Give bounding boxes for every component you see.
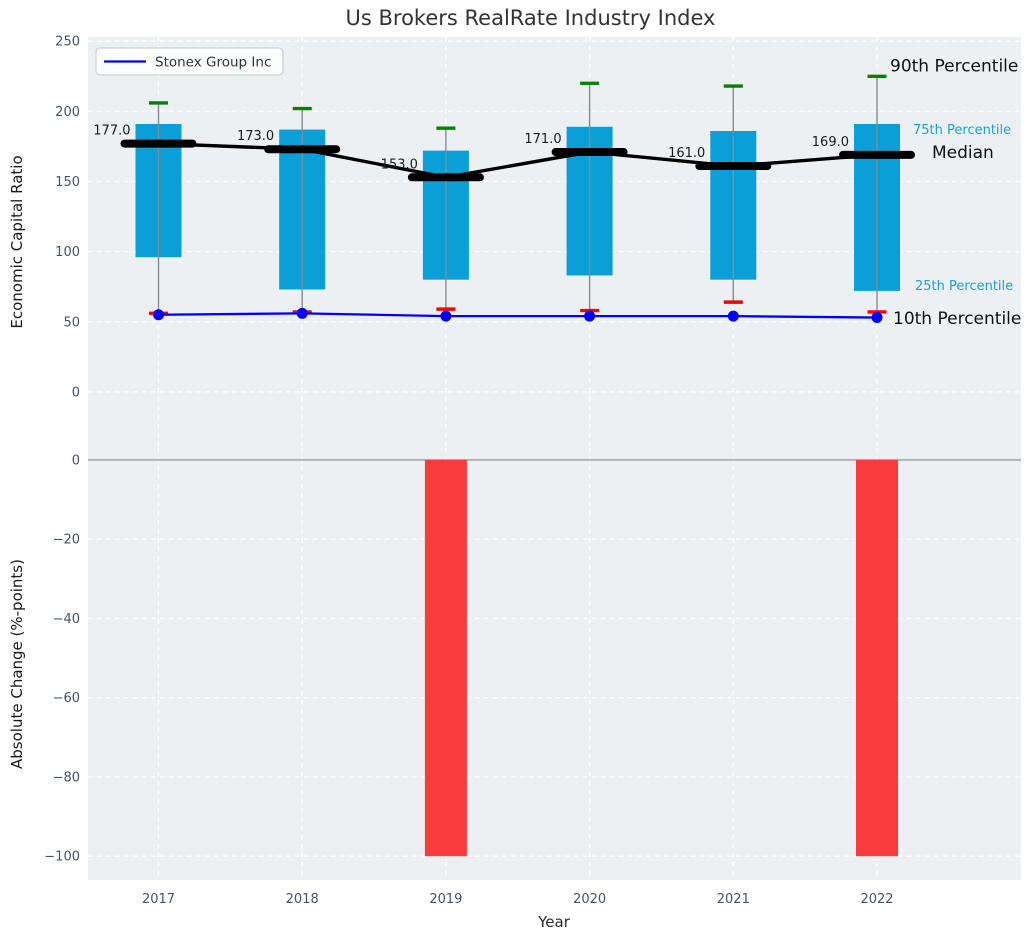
percentile-annotation-median: Median [932, 143, 994, 163]
bottom-ytick-label: −100 [44, 850, 80, 865]
year-tick-label: 2019 [429, 892, 462, 907]
x-axis-label: Year [537, 913, 571, 931]
change-bar-2022 [856, 459, 898, 857]
median-value-label: 173.0 [237, 129, 274, 144]
percentile-annotation-75th-percentile: 75th Percentile [913, 123, 1011, 138]
bottom-ytick-label: 0 [72, 453, 80, 468]
company-marker-2022 [871, 312, 883, 324]
company-marker-2018 [296, 307, 308, 319]
bottom-ytick-label: −80 [53, 770, 80, 785]
percentile-annotation-90th-percentile: 90th Percentile [890, 56, 1018, 76]
year-tick-label: 2017 [142, 892, 175, 907]
bottom-ytick-label: −60 [53, 691, 80, 706]
top-ytick-label: 50 [63, 315, 80, 330]
change-bar-2019 [424, 459, 467, 857]
percentile-annotation-25th-percentile: 25th Percentile [915, 279, 1013, 294]
legend: Stonex Group Inc [95, 47, 284, 76]
year-tick-label: 2022 [860, 892, 893, 907]
top-ytick-label: 0 [72, 385, 80, 400]
top-ytick-label: 100 [55, 245, 80, 260]
median-value-label: 153.0 [381, 157, 418, 172]
top-ytick-label: 150 [55, 175, 80, 190]
company-marker-2017 [153, 309, 164, 321]
median-value-label: 177.0 [93, 124, 130, 139]
company-line [158, 312, 878, 319]
legend-box [95, 47, 284, 76]
year-tick-label: 2021 [717, 892, 750, 907]
median-value-label: 171.0 [524, 132, 561, 147]
median-value-label: 161.0 [668, 146, 705, 161]
chart-title: Us Brokers RealRate Industry Index [345, 6, 716, 30]
top-ytick-label: 200 [55, 105, 80, 120]
top-y-axis-label: Economic Capital Ratio [8, 155, 26, 328]
top-ytick-label: 250 [55, 35, 80, 50]
legend-label: Stonex Group Inc [155, 55, 271, 71]
bottom-ytick-label: −20 [53, 533, 80, 548]
bottom-ytick-label: −40 [53, 612, 80, 627]
year-tick-label: 2020 [573, 892, 606, 907]
percentile-annotation-10th-percentile: 10th Percentile [893, 309, 1021, 329]
company-marker-2020 [584, 310, 596, 322]
company-marker-2021 [727, 310, 739, 322]
bottom-y-axis-label: Absolute Change (%-points) [8, 559, 26, 769]
year-tick-label: 2018 [286, 892, 319, 907]
median-value-label: 169.0 [812, 135, 849, 150]
company-marker-2019 [440, 310, 452, 322]
